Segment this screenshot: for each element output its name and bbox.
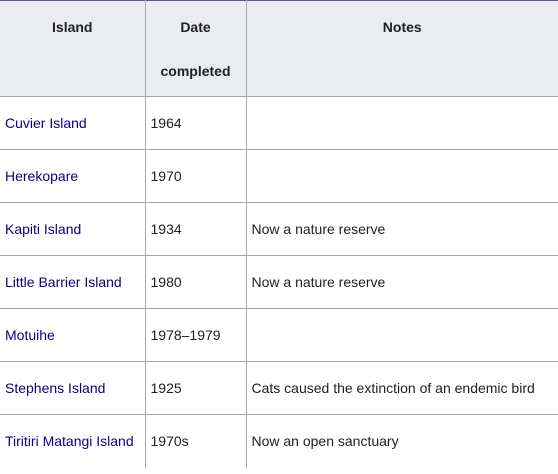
notes-cell bbox=[245, 308, 558, 362]
header-notes-label: Notes bbox=[382, 19, 422, 35]
island-cell[interactable]: Tiritiri Matangi Island bbox=[0, 414, 146, 468]
notes-cell bbox=[245, 149, 558, 203]
notes-cell: Now a nature reserve bbox=[245, 255, 558, 309]
table-row: Motuihe 1978–1979 bbox=[0, 308, 558, 362]
table-header: Island Date completed Notes bbox=[0, 0, 558, 97]
date-cell: 1964 bbox=[144, 96, 247, 150]
date-cell: 1934 bbox=[144, 202, 247, 256]
header-date-label-line2: completed bbox=[160, 63, 231, 79]
table-row: Kapiti Island 1934 Now a nature reserve bbox=[0, 202, 558, 256]
island-cell[interactable]: Cuvier Island bbox=[0, 96, 146, 150]
table-row: Cuvier Island 1964 bbox=[0, 96, 558, 150]
notes-cell bbox=[245, 96, 558, 150]
notes-cell: Now a nature reserve bbox=[245, 202, 558, 256]
table-body: Cuvier Island 1964 Herekopare 1970 Kapit… bbox=[0, 96, 558, 468]
notes-cell: Cats caused the extinction of an endemic… bbox=[245, 361, 558, 415]
table-row: Tiritiri Matangi Island 1970s Now an ope… bbox=[0, 414, 558, 468]
island-cell[interactable]: Herekopare bbox=[0, 149, 146, 203]
date-cell: 1980 bbox=[144, 255, 247, 309]
island-link[interactable]: Kapiti Island bbox=[5, 221, 82, 237]
header-notes[interactable]: Notes bbox=[245, 0, 558, 97]
island-link[interactable]: Stephens Island bbox=[5, 380, 106, 396]
island-link[interactable]: Cuvier Island bbox=[5, 115, 87, 131]
header-date-label-line1: Date bbox=[180, 19, 211, 35]
header-date-completed[interactable]: Date completed bbox=[144, 0, 247, 97]
island-cell[interactable]: Motuihe bbox=[0, 308, 146, 362]
island-cell[interactable]: Kapiti Island bbox=[0, 202, 146, 256]
date-cell: 1978–1979 bbox=[144, 308, 247, 362]
date-cell: 1925 bbox=[144, 361, 247, 415]
island-cell[interactable]: Stephens Island bbox=[0, 361, 146, 415]
island-link[interactable]: Herekopare bbox=[5, 168, 79, 184]
table-row: Little Barrier Island 1980 Now a nature … bbox=[0, 255, 558, 309]
table-row: Stephens Island 1925 Cats caused the ext… bbox=[0, 361, 558, 415]
island-link[interactable]: Tiritiri Matangi Island bbox=[5, 433, 134, 450]
notes-cell: Now an open sanctuary bbox=[245, 414, 558, 468]
header-row: Island Date completed Notes bbox=[0, 0, 558, 97]
table-row: Herekopare 1970 bbox=[0, 149, 558, 203]
date-cell: 1970 bbox=[144, 149, 247, 203]
island-link[interactable]: Motuihe bbox=[5, 327, 55, 343]
island-cell[interactable]: Little Barrier Island bbox=[0, 255, 146, 309]
header-island[interactable]: Island bbox=[0, 0, 146, 97]
island-link[interactable]: Little Barrier Island bbox=[5, 274, 122, 290]
date-cell: 1970s bbox=[144, 414, 247, 468]
header-island-label: Island bbox=[52, 19, 93, 35]
